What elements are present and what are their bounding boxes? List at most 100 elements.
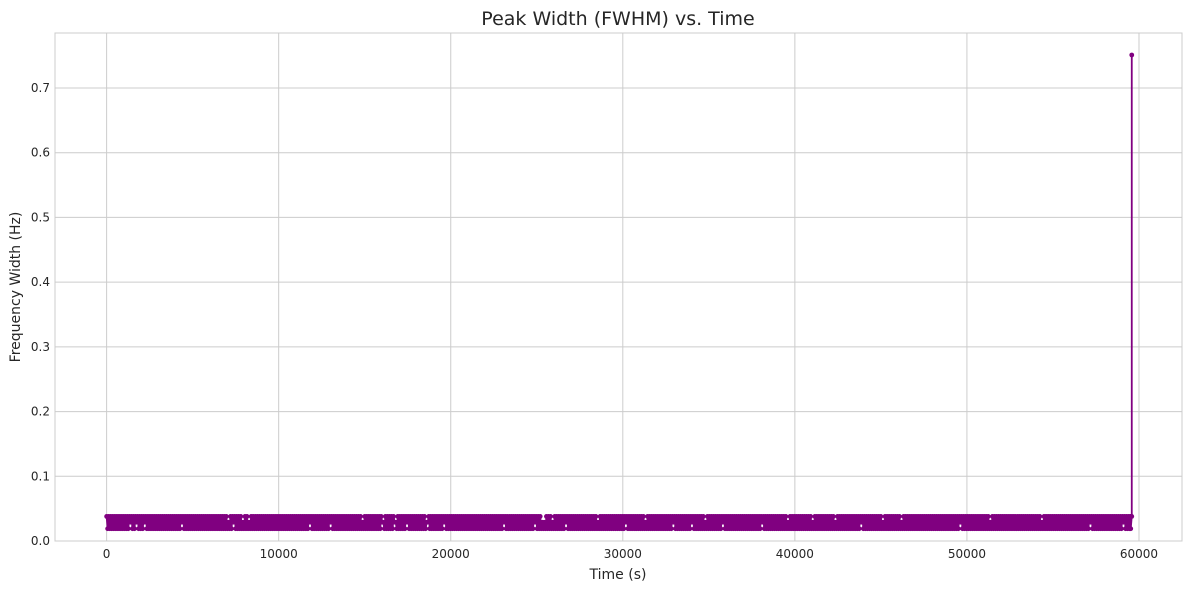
tick-layer: 0 10000 20000 30000 40000 50000 60000 0.0 0.1 0.2… bbox=[31, 81, 1158, 561]
data-point bbox=[897, 514, 902, 519]
data-point bbox=[548, 514, 553, 519]
data-point bbox=[223, 514, 229, 519]
data-point bbox=[423, 526, 429, 532]
data-point bbox=[563, 519, 569, 525]
data-point bbox=[229, 526, 234, 532]
data-point bbox=[499, 526, 505, 532]
data-point bbox=[595, 519, 601, 525]
data-point bbox=[700, 514, 706, 519]
data-point bbox=[593, 514, 599, 519]
data-point bbox=[441, 519, 447, 525]
data-point bbox=[1129, 52, 1135, 58]
y-tick-label: 0.0 bbox=[31, 534, 50, 548]
data-point bbox=[718, 526, 724, 532]
data-point bbox=[856, 526, 862, 532]
y-tick-label: 0.5 bbox=[31, 210, 50, 224]
data-point bbox=[878, 514, 884, 519]
x-tick-label: 60000 bbox=[1120, 547, 1158, 561]
data-point bbox=[858, 519, 864, 525]
data-point bbox=[621, 526, 627, 532]
data-point bbox=[759, 519, 765, 525]
data-point bbox=[393, 519, 399, 525]
data-point bbox=[501, 519, 507, 525]
x-tick-label: 20000 bbox=[432, 547, 470, 561]
data-point bbox=[378, 514, 384, 519]
data-point bbox=[561, 526, 567, 532]
data-point bbox=[404, 519, 410, 525]
x-axis-label: Time (s) bbox=[589, 567, 647, 583]
data-point bbox=[550, 519, 555, 525]
data-point bbox=[380, 519, 386, 525]
data-point bbox=[668, 526, 674, 532]
data-point bbox=[831, 514, 836, 519]
data-point bbox=[957, 519, 963, 525]
y-tick-label: 0.3 bbox=[31, 340, 50, 354]
data-point bbox=[140, 526, 146, 532]
data-point bbox=[132, 526, 137, 532]
y-tick-label: 0.1 bbox=[31, 469, 50, 483]
data-point bbox=[179, 519, 185, 525]
data-point bbox=[1128, 526, 1134, 532]
data-point bbox=[880, 519, 886, 525]
x-tick-label: 30000 bbox=[604, 547, 642, 561]
chart-title: Peak Width (FWHM) vs. Time bbox=[481, 8, 754, 30]
data-point bbox=[899, 519, 904, 525]
data-point bbox=[358, 514, 363, 519]
data-point bbox=[785, 519, 791, 525]
data-point bbox=[810, 519, 816, 525]
x-tick-label: 0 bbox=[103, 547, 111, 561]
data-point bbox=[689, 519, 695, 525]
data-point bbox=[641, 514, 646, 519]
data-point bbox=[623, 519, 629, 525]
data-point bbox=[987, 519, 993, 525]
data-point bbox=[360, 519, 366, 525]
data-point bbox=[833, 519, 838, 525]
data-point bbox=[134, 519, 139, 525]
x-tick-label: 50000 bbox=[948, 547, 986, 561]
data-point bbox=[328, 519, 334, 525]
data-point bbox=[1039, 519, 1045, 525]
data-point bbox=[246, 519, 252, 525]
y-tick-label: 0.4 bbox=[31, 275, 50, 289]
data-point bbox=[720, 519, 726, 525]
data-point bbox=[425, 519, 431, 525]
y-tick-label: 0.7 bbox=[31, 81, 50, 95]
data-point bbox=[687, 526, 693, 532]
data-point bbox=[177, 526, 183, 532]
data-point bbox=[783, 514, 789, 519]
x-tick-label: 40000 bbox=[776, 547, 814, 561]
data-point bbox=[1121, 519, 1126, 525]
data-point bbox=[240, 519, 246, 525]
data-point bbox=[231, 519, 237, 525]
data-point bbox=[307, 519, 313, 525]
data-point bbox=[127, 519, 133, 525]
y-axis-label: Frequency Width (Hz) bbox=[8, 212, 24, 363]
data-layer bbox=[104, 52, 1135, 532]
data-point bbox=[530, 526, 536, 532]
data-point bbox=[226, 519, 231, 525]
data-point bbox=[142, 519, 148, 525]
data-point bbox=[439, 526, 445, 532]
data-point bbox=[955, 526, 961, 532]
y-tick-label: 0.6 bbox=[31, 146, 50, 160]
data-point bbox=[402, 526, 408, 532]
data-point bbox=[1088, 519, 1093, 525]
data-point bbox=[1086, 526, 1091, 532]
data-point bbox=[702, 519, 708, 525]
data-point bbox=[537, 514, 543, 519]
data-point bbox=[808, 514, 814, 519]
data-point bbox=[1119, 526, 1124, 532]
data-point bbox=[541, 519, 547, 525]
data-point bbox=[670, 519, 676, 525]
data-point bbox=[985, 514, 991, 519]
data-point bbox=[1037, 514, 1043, 519]
data-point bbox=[422, 514, 427, 519]
y-tick-label: 0.2 bbox=[31, 405, 50, 419]
data-point bbox=[305, 526, 311, 532]
x-tick-label: 10000 bbox=[260, 547, 298, 561]
data-point bbox=[1129, 514, 1135, 519]
data-point bbox=[390, 526, 395, 532]
data-point bbox=[238, 514, 244, 519]
